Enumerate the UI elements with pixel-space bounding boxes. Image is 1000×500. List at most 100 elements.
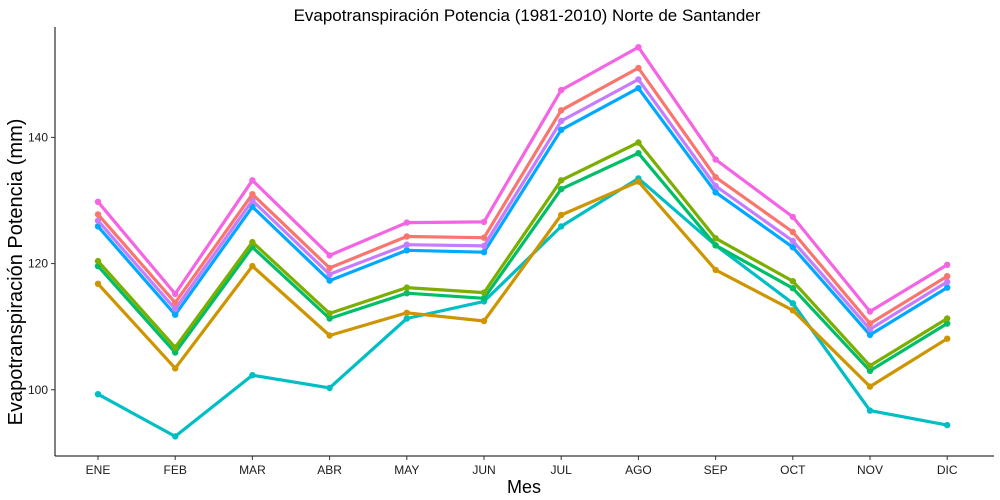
data-point [403, 247, 410, 254]
data-point [866, 407, 874, 414]
series-line [96, 45, 949, 314]
y-axis-label: Evapotranspiración Potencia (mm) [5, 119, 27, 426]
data-point [172, 349, 179, 356]
data-point [558, 223, 565, 230]
x-tick-label: OCT [780, 463, 806, 477]
data-point [326, 252, 333, 259]
x-axis-label: Mes [507, 477, 541, 497]
x-ticks: ENE FEB MAR ABR MAY JUN JUL AGO SEP OCT NOV DIC [86, 456, 958, 477]
x-tick-label: JUN [472, 463, 495, 477]
data-point [944, 284, 951, 291]
x-tick-label: MAR [239, 463, 266, 477]
data-point [944, 315, 951, 322]
x-tick-label: DIC [937, 463, 958, 477]
x-tick-label: MAY [394, 463, 419, 477]
series-2 [94, 64, 951, 327]
data-point [403, 290, 410, 297]
data-point [480, 295, 488, 302]
data-point [558, 211, 565, 219]
data-point [94, 391, 102, 398]
data-point [326, 310, 333, 317]
data-point [558, 185, 565, 193]
data-point [326, 332, 333, 339]
series-line [96, 66, 949, 326]
data-point [326, 384, 333, 392]
series-line [96, 77, 949, 331]
y-tick-label: 120 [28, 257, 48, 271]
data-point [403, 241, 410, 248]
chart-title: Evapotranspiración Potencia (1981-2010) … [294, 6, 761, 25]
x-tick-label: AGO [625, 463, 652, 477]
series-3 [94, 76, 951, 333]
data-point [249, 372, 256, 379]
data-point [635, 139, 642, 146]
data-point [635, 178, 642, 185]
data-point [558, 86, 565, 94]
data-point [403, 309, 410, 316]
data-point [480, 234, 488, 241]
data-point [866, 331, 874, 339]
data-point [172, 290, 179, 298]
series-5 [94, 139, 951, 369]
data-point [403, 284, 410, 291]
data-point [94, 198, 102, 205]
data-point [712, 182, 719, 190]
data-point [94, 280, 102, 287]
x-tick-label: ENE [86, 463, 111, 477]
data-point [944, 335, 951, 342]
data-point [403, 233, 410, 240]
data-point [635, 64, 642, 72]
data-point [172, 344, 179, 351]
series-1 [94, 44, 951, 315]
series-7 [94, 178, 951, 390]
data-point [172, 365, 179, 372]
data-point [94, 211, 102, 218]
data-point [326, 271, 333, 278]
x-tick-label: JUL [551, 463, 573, 477]
data-point [944, 261, 951, 268]
data-point [789, 237, 796, 245]
series-line [96, 86, 949, 337]
data-point [789, 300, 796, 307]
series-line [96, 180, 949, 389]
data-point [712, 242, 719, 249]
data-point [789, 244, 796, 251]
data-point [172, 433, 179, 440]
data-point [789, 278, 796, 285]
data-point [326, 315, 333, 322]
data-point [480, 249, 488, 256]
data-point [712, 156, 719, 163]
series-6 [94, 150, 951, 374]
data-point [480, 317, 488, 325]
data-point [789, 307, 796, 314]
data-point [789, 228, 796, 236]
data-point [866, 308, 874, 315]
data-point [558, 126, 565, 133]
data-point [403, 219, 410, 226]
data-point [712, 235, 719, 242]
data-point [712, 189, 719, 196]
data-point [944, 421, 951, 429]
data-point [480, 289, 488, 296]
data-point [480, 218, 488, 226]
data-point [944, 273, 951, 280]
data-point [249, 262, 256, 270]
data-point [635, 150, 642, 157]
data-point [480, 242, 488, 250]
data-point [789, 285, 796, 292]
data-point [712, 266, 719, 274]
data-point [558, 177, 565, 184]
series-line [96, 151, 949, 373]
x-tick-label: NOV [857, 463, 883, 477]
data-point [866, 320, 874, 327]
data-point [635, 76, 642, 83]
data-point [172, 299, 179, 306]
y-ticks: 100 120 140 [28, 130, 55, 397]
data-point [944, 320, 951, 327]
data-point [326, 264, 333, 272]
x-tick-label: ABR [317, 463, 342, 477]
y-tick-label: 140 [28, 130, 48, 144]
data-point [326, 277, 333, 284]
